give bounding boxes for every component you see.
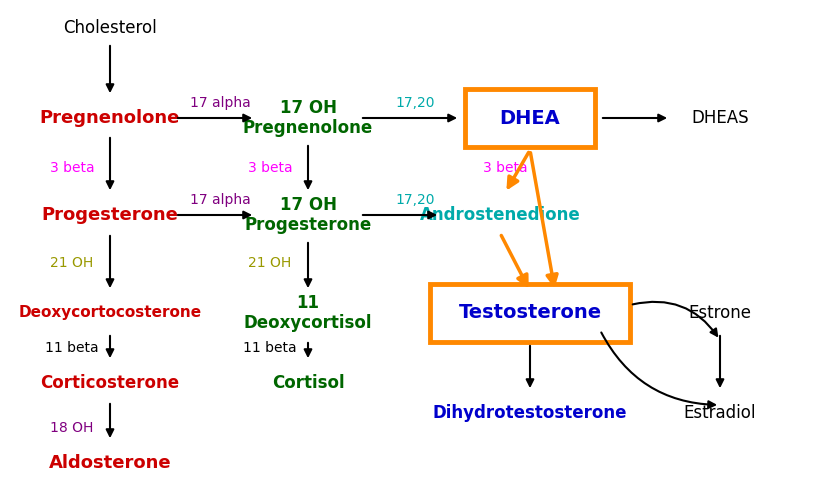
Text: 11 beta: 11 beta bbox=[45, 341, 99, 355]
Text: 17,20: 17,20 bbox=[395, 193, 435, 207]
Text: 17 alpha: 17 alpha bbox=[190, 193, 250, 207]
Text: Testosterone: Testosterone bbox=[458, 304, 602, 322]
FancyBboxPatch shape bbox=[430, 284, 630, 342]
Text: Deoxycortocosterone: Deoxycortocosterone bbox=[18, 306, 202, 320]
FancyBboxPatch shape bbox=[465, 89, 595, 147]
Text: 11 beta: 11 beta bbox=[243, 341, 297, 355]
Text: 17 OH
Progesterone: 17 OH Progesterone bbox=[245, 196, 372, 234]
Text: Cholesterol: Cholesterol bbox=[63, 19, 157, 37]
Text: Progesterone: Progesterone bbox=[42, 206, 178, 224]
Text: 3 beta: 3 beta bbox=[248, 161, 292, 175]
Text: 17 alpha: 17 alpha bbox=[190, 96, 250, 110]
Text: 21 OH: 21 OH bbox=[50, 256, 94, 270]
Text: Cortisol: Cortisol bbox=[272, 374, 344, 392]
Text: 17,20: 17,20 bbox=[395, 96, 435, 110]
Text: Estrone: Estrone bbox=[689, 304, 751, 322]
Text: 21 OH: 21 OH bbox=[249, 256, 291, 270]
Text: Dihydrotestosterone: Dihydrotestosterone bbox=[433, 404, 627, 422]
Text: Corticosterone: Corticosterone bbox=[40, 374, 180, 392]
Text: Aldosterone: Aldosterone bbox=[48, 454, 172, 472]
Text: DHEAS: DHEAS bbox=[691, 109, 749, 127]
Text: Estradiol: Estradiol bbox=[684, 404, 756, 422]
Text: Androstenedione: Androstenedione bbox=[420, 206, 580, 224]
Text: 18 OH: 18 OH bbox=[50, 421, 94, 435]
Text: 3 beta: 3 beta bbox=[483, 161, 527, 175]
Text: 3 beta: 3 beta bbox=[50, 161, 94, 175]
Text: 17 OH
Pregnenolone: 17 OH Pregnenolone bbox=[243, 99, 373, 138]
Text: DHEA: DHEA bbox=[500, 108, 561, 128]
Text: Pregnenolone: Pregnenolone bbox=[39, 109, 180, 127]
Text: 11
Deoxycortisol: 11 Deoxycortisol bbox=[244, 294, 372, 332]
